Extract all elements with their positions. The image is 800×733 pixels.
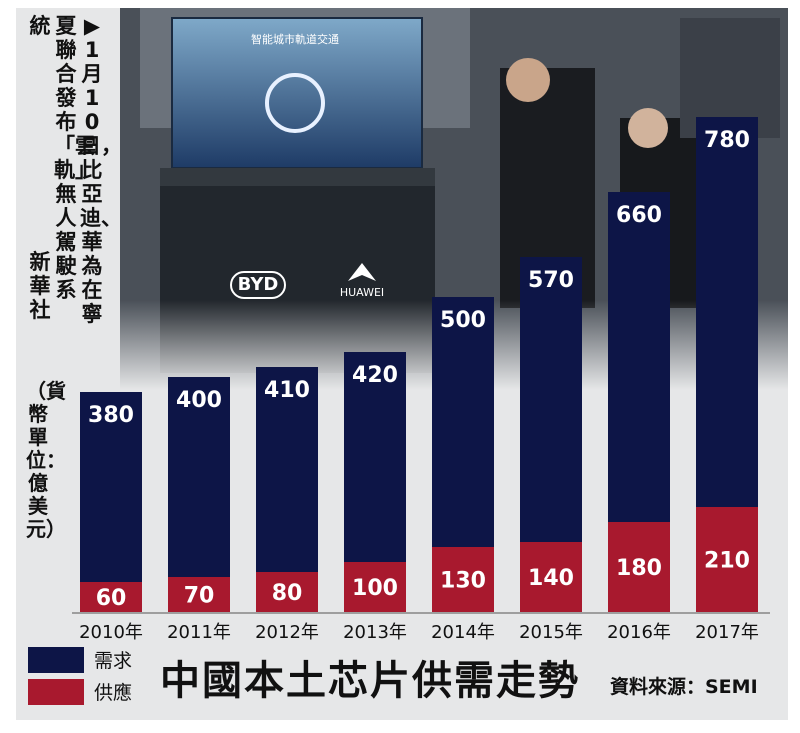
legend-swatch-demand <box>28 646 84 673</box>
legend-swatch-supply <box>28 678 84 705</box>
legend-item-supply: 供應 <box>28 678 132 705</box>
x-tick-label-0: 2010年 <box>79 622 143 643</box>
data-label-supply-0: 60 <box>96 586 127 611</box>
x-tick-label-7: 2017年 <box>695 622 759 643</box>
legend-label-demand: 需求 <box>94 650 133 672</box>
photo-caption-col-3: 統 <box>29 14 51 38</box>
bar-demand-7 <box>696 117 758 507</box>
bar-supply-7 <box>696 507 758 612</box>
x-tick-label-3: 2013年 <box>343 622 407 643</box>
bar-supply-6 <box>608 522 670 612</box>
data-label-demand-3: 420 <box>352 363 398 388</box>
bar-demand-2 <box>256 367 318 572</box>
data-label-supply-2: 80 <box>272 581 303 606</box>
data-label-demand-5: 570 <box>528 268 574 293</box>
bar-supply-0 <box>80 582 142 612</box>
bar-supply-2 <box>256 572 318 612</box>
huawei-icon <box>348 263 376 281</box>
news-photo: 智能城市軌道交通 BYD HUAWEI <box>120 8 788 390</box>
x-tick-label-5: 2015年 <box>519 622 583 643</box>
x-tick-label-6: 2016年 <box>607 622 671 643</box>
data-label-supply-7: 210 <box>704 549 750 574</box>
x-tick-label-2: 2012年 <box>255 622 319 643</box>
legend-label-supply: 供應 <box>94 682 133 704</box>
data-label-supply-3: 100 <box>352 576 398 601</box>
photo-credit: 新華社 <box>29 250 51 322</box>
byd-logo: BYD <box>238 274 279 295</box>
data-label-demand-6: 660 <box>616 203 662 228</box>
huawei-logo: HUAWEI <box>340 286 384 299</box>
legend-item-demand: 需求 <box>28 646 132 673</box>
bar-supply-1 <box>168 577 230 612</box>
bar-supply-4 <box>432 547 494 612</box>
bar-demand-1 <box>168 377 230 577</box>
data-label-demand-7: 780 <box>704 128 750 153</box>
byd-logo-ring <box>230 271 286 299</box>
chart-title: 中國本土芯片供需走勢 <box>160 657 580 704</box>
data-label-supply-6: 180 <box>616 556 662 581</box>
data-label-supply-5: 140 <box>528 566 574 591</box>
bar-demand-6 <box>608 192 670 522</box>
data-label-demand-2: 410 <box>264 378 310 403</box>
bar-demand-5 <box>520 257 582 542</box>
bar-demand-3 <box>344 352 406 562</box>
bar-supply-3 <box>344 562 406 612</box>
bar-supply-5 <box>520 542 582 612</box>
source-note: 資料來源：SEMI <box>610 676 758 698</box>
x-tick-label-1: 2011年 <box>167 622 231 643</box>
bar-demand-4 <box>432 297 494 547</box>
x-tick-label-4: 2014年 <box>431 622 495 643</box>
screen-title: 智能城市軌道交通 <box>251 32 339 46</box>
data-label-demand-4: 500 <box>440 308 486 333</box>
bar-demand-0 <box>80 392 142 582</box>
data-label-supply-1: 70 <box>184 584 215 609</box>
data-label-supply-4: 130 <box>440 569 486 594</box>
data-label-demand-1: 400 <box>176 388 222 413</box>
data-label-demand-0: 380 <box>88 403 134 428</box>
